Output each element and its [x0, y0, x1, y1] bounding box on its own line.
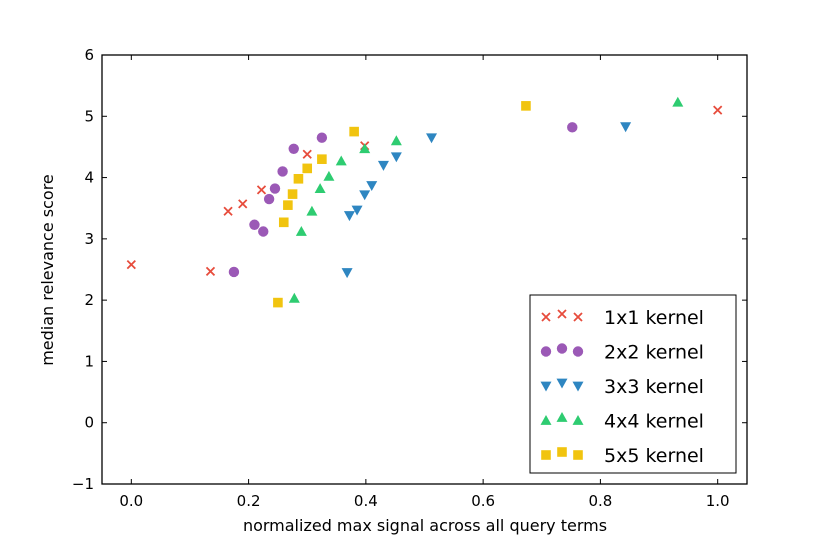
point-4x4-kernel	[672, 96, 684, 107]
point-1x1-kernel	[713, 105, 723, 115]
point-5x5-kernel	[521, 101, 531, 111]
x-tick-label: 0.8	[588, 492, 612, 510]
x-tick-label: 1.0	[706, 492, 730, 510]
x-axis-label: normalized max signal across all query t…	[243, 516, 607, 535]
data-points	[126, 96, 723, 308]
point-2x2-kernel	[288, 143, 299, 154]
point-2x2-kernel	[316, 132, 328, 143]
point-3x3-kernel	[359, 190, 371, 201]
point-4x4-kernel	[295, 226, 307, 236]
point-4x4-kernel	[390, 135, 402, 146]
legend-marker-2x2-kernel	[572, 346, 584, 357]
legend-marker-4x4-kernel	[572, 415, 584, 425]
legend-marker-5x5-kernel	[541, 450, 551, 460]
point-5x5-kernel	[278, 217, 289, 228]
point-5x5-kernel	[302, 163, 313, 174]
legend-marker-2x2-kernel	[556, 343, 568, 354]
y-tick-label: 3	[84, 230, 94, 248]
point-4x4-kernel	[306, 205, 318, 216]
point-5x5-kernel	[293, 173, 304, 184]
legend-label: 2x2 kernel	[604, 342, 704, 364]
point-4x4-kernel	[323, 170, 335, 181]
legend-label: 4x4 kernel	[604, 411, 704, 433]
x-tick-label: 0.2	[237, 492, 261, 510]
point-3x3-kernel	[390, 152, 402, 163]
point-2x2-kernel	[277, 166, 288, 177]
legend-label: 1x1 kernel	[604, 307, 704, 329]
point-1x1-kernel	[126, 259, 136, 270]
legend-marker-1x1-kernel	[541, 312, 551, 322]
legend-marker-3x3-kernel	[540, 381, 552, 392]
legend-marker-3x3-kernel	[572, 381, 584, 392]
legend-marker-2x2-kernel	[540, 346, 552, 357]
x-tick-label: 0.0	[119, 492, 143, 510]
point-1x1-kernel	[205, 266, 216, 276]
point-3x3-kernel	[341, 268, 353, 279]
point-4x4-kernel	[335, 155, 347, 166]
point-1x1-kernel	[223, 206, 233, 216]
point-1x1-kernel	[256, 185, 267, 195]
x-tick-label: 0.4	[354, 492, 378, 510]
legend-marker-3x3-kernel	[556, 378, 568, 389]
point-5x5-kernel	[283, 200, 293, 210]
legend-marker-4x4-kernel	[556, 412, 568, 422]
point-2x2-kernel	[269, 183, 281, 194]
y-axis-label: median relevance score	[38, 174, 57, 366]
y-tick-label: 4	[84, 169, 94, 187]
y-tick-label: −1	[72, 475, 94, 493]
point-2x2-kernel	[249, 219, 260, 230]
x-axis-ticks: 0.0 0.2 0.4 0.6 0.8 1.0	[119, 55, 730, 510]
point-4x4-kernel	[314, 183, 326, 194]
point-1x1-kernel	[302, 149, 312, 159]
point-2x2-kernel	[263, 193, 275, 205]
legend-marker-5x5-kernel	[557, 447, 567, 457]
point-2x2-kernel	[228, 266, 240, 278]
point-2x2-kernel	[567, 122, 578, 133]
point-3x3-kernel	[366, 181, 378, 192]
y-tick-label: 1	[84, 352, 94, 370]
point-4x4-kernel	[288, 292, 300, 303]
y-tick-label: 2	[84, 291, 94, 309]
point-5x5-kernel	[349, 126, 359, 137]
legend-label: 3x3 kernel	[604, 376, 704, 398]
legend-marker-4x4-kernel	[540, 415, 552, 425]
point-5x5-kernel	[317, 154, 327, 164]
point-2x2-kernel	[258, 226, 269, 237]
legend: 1x1 kernel 2x2 kernel 3x3 kernel 4x4 kernel…	[529, 294, 737, 474]
point-5x5-kernel	[273, 297, 283, 308]
point-4x4-kernel	[359, 143, 371, 154]
point-5x5-kernel	[287, 189, 298, 199]
point-3x3-kernel	[426, 133, 438, 144]
legend-marker-1x1-kernel	[557, 309, 567, 319]
x-tick-label: 0.6	[471, 492, 495, 510]
y-tick-label: 6	[84, 46, 94, 64]
point-1x1-kernel	[238, 199, 248, 209]
point-3x3-kernel	[351, 205, 363, 216]
y-tick-label: 0	[84, 414, 94, 432]
y-axis-ticks: −1 0 1 2 3 4 5 6	[72, 46, 747, 493]
point-3x3-kernel	[377, 160, 389, 171]
point-3x3-kernel	[343, 211, 355, 222]
y-tick-label: 5	[84, 107, 94, 125]
legend-label: 5x5 kernel	[604, 445, 704, 467]
point-3x3-kernel	[620, 122, 632, 133]
legend-marker-1x1-kernel	[573, 312, 583, 322]
legend-marker-5x5-kernel	[573, 450, 583, 460]
